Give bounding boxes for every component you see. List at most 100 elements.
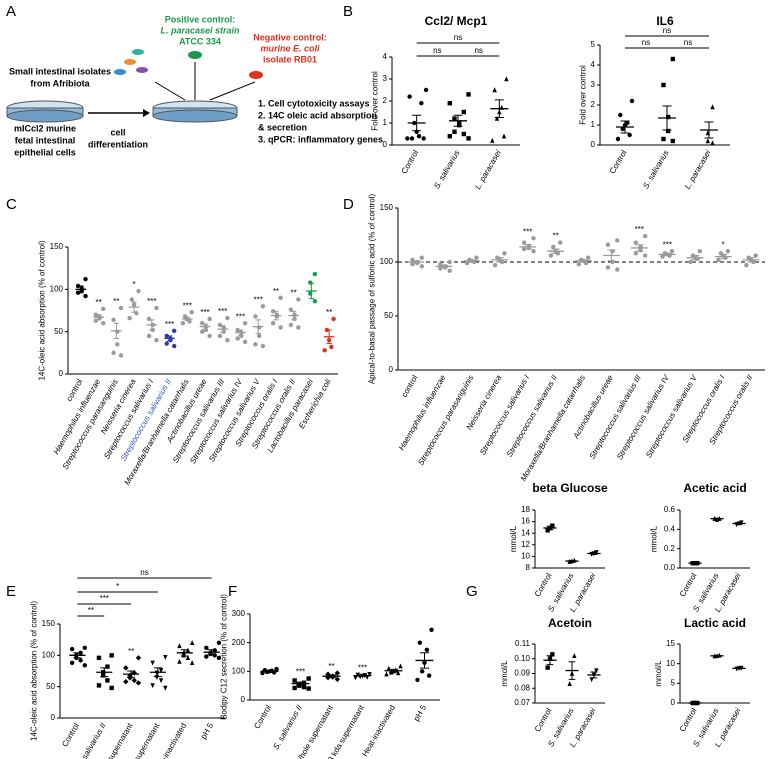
data-point bbox=[101, 306, 106, 312]
cells: fetal intestinal bbox=[15, 135, 76, 145]
data-point bbox=[296, 325, 301, 330]
error-bar bbox=[713, 654, 721, 657]
step: cell bbox=[110, 127, 125, 137]
data-point bbox=[334, 670, 341, 676]
data-point bbox=[301, 684, 307, 690]
data-point bbox=[452, 129, 457, 134]
significance: *** bbox=[183, 301, 192, 310]
data-point bbox=[322, 348, 327, 353]
data-point bbox=[605, 242, 611, 247]
data-point bbox=[306, 676, 311, 681]
dish bbox=[6, 109, 84, 123]
data-point bbox=[189, 660, 195, 666]
significance: *** bbox=[236, 312, 245, 321]
error-bar bbox=[358, 674, 367, 677]
data-point bbox=[150, 660, 155, 666]
y-tick-label: 1 bbox=[383, 118, 388, 127]
data-point bbox=[221, 329, 226, 334]
error-bar bbox=[635, 244, 644, 252]
y-tick-label: 4 bbox=[383, 52, 388, 61]
y-tick-label: 0 bbox=[389, 365, 394, 374]
data-point bbox=[292, 685, 297, 691]
data-point bbox=[419, 669, 425, 674]
data-point bbox=[633, 251, 639, 256]
arrow bbox=[154, 81, 186, 101]
x-tick-label: Streptococcus salivarius I bbox=[478, 373, 532, 457]
significance: * bbox=[133, 280, 136, 289]
data-point bbox=[274, 314, 280, 319]
error-bar bbox=[523, 244, 532, 250]
x-tick-label: Control bbox=[533, 706, 554, 733]
data-point bbox=[521, 240, 527, 245]
data-point bbox=[163, 685, 168, 691]
y-tick-label: 16 bbox=[521, 517, 530, 526]
data-point bbox=[288, 322, 294, 328]
x-tick-label: Control bbox=[400, 148, 421, 175]
data-point bbox=[670, 56, 676, 62]
x-tick-label: Control bbox=[678, 706, 699, 733]
data-point bbox=[407, 94, 412, 99]
data-point bbox=[416, 134, 422, 139]
data-point bbox=[217, 322, 223, 328]
data-point bbox=[278, 295, 283, 300]
y-axis-label: Fold over control bbox=[579, 65, 588, 125]
panel-letter: A bbox=[6, 3, 16, 20]
assay: 3. qPCR: inflammatory genes bbox=[258, 134, 383, 144]
significance: *** bbox=[165, 320, 174, 329]
data-point bbox=[235, 327, 240, 333]
y-tick-label: 100 bbox=[232, 666, 246, 675]
data-point bbox=[134, 310, 139, 316]
y-tick-label: 15 bbox=[666, 639, 675, 648]
data-point bbox=[217, 333, 223, 339]
error-bar bbox=[590, 671, 598, 679]
error-bar bbox=[453, 114, 463, 127]
data-point bbox=[474, 255, 479, 260]
data-point bbox=[447, 259, 452, 265]
y-tick-label: 0.2 bbox=[664, 544, 676, 553]
significance: ** bbox=[113, 297, 119, 306]
arrow bbox=[209, 81, 256, 101]
data-point bbox=[105, 664, 110, 669]
y-tick-label: 0.08 bbox=[514, 683, 530, 692]
data-point bbox=[274, 666, 279, 672]
data-point bbox=[260, 343, 266, 349]
data-point bbox=[419, 255, 425, 260]
significance: ** bbox=[552, 232, 558, 241]
y-tick-label: 12 bbox=[521, 540, 530, 549]
data-point bbox=[665, 114, 671, 120]
data-point bbox=[83, 293, 88, 299]
error-bar bbox=[579, 259, 588, 263]
data-point bbox=[111, 317, 116, 323]
data-point bbox=[129, 297, 135, 302]
y-tick-label: 18 bbox=[521, 505, 530, 514]
data-point bbox=[531, 249, 536, 254]
y-tick-label: 1 bbox=[591, 120, 596, 129]
error-bar bbox=[113, 322, 119, 339]
data-point bbox=[419, 101, 424, 106]
data-point bbox=[278, 325, 283, 330]
data-point bbox=[187, 319, 192, 324]
data-point bbox=[605, 265, 611, 270]
bacteria bbox=[132, 49, 144, 55]
x-tick-label: Heat-inactivated bbox=[360, 704, 397, 759]
data-point bbox=[82, 663, 88, 668]
data-point bbox=[405, 136, 410, 141]
bacteria bbox=[114, 69, 126, 75]
error-bar bbox=[131, 301, 137, 313]
data-point bbox=[200, 321, 205, 326]
data-point bbox=[256, 333, 262, 339]
data-point bbox=[207, 316, 212, 322]
error-bar bbox=[663, 252, 672, 257]
x-tick-label: Streptococcus salivarius III bbox=[588, 373, 644, 461]
assay: 1. Cell cytotoxicity assays bbox=[258, 98, 370, 108]
bracket-label: ** bbox=[88, 606, 94, 615]
data-point bbox=[466, 136, 471, 141]
data-point bbox=[490, 137, 495, 143]
error-bar bbox=[551, 248, 560, 254]
error-bar bbox=[439, 264, 449, 268]
x-tick-label: Control bbox=[60, 721, 81, 748]
error-bar bbox=[73, 652, 82, 659]
data-point bbox=[171, 328, 177, 334]
x-tick-label: Streptococcus parasanguinis bbox=[416, 374, 475, 467]
error-bar bbox=[389, 668, 398, 673]
